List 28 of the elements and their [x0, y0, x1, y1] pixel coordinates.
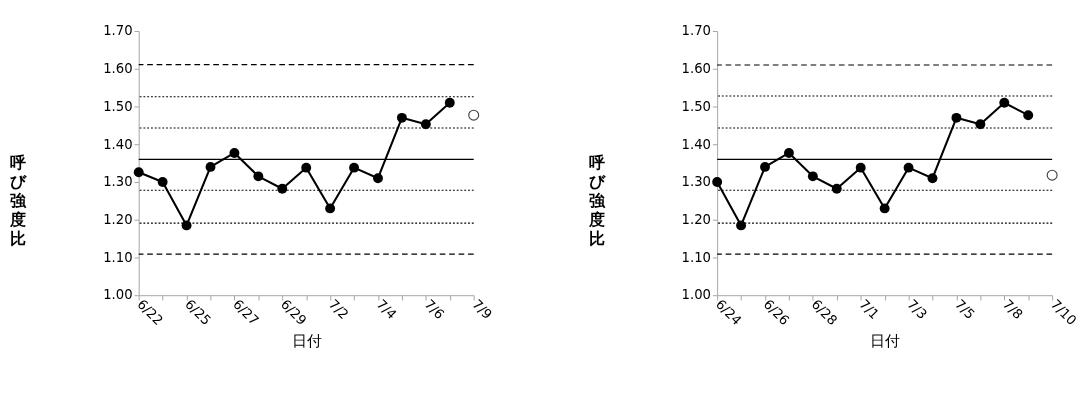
y-tick-label: 1.40 [681, 136, 712, 152]
x-tick-label: 7/1 [856, 296, 883, 323]
y-tick-label: 1.60 [103, 61, 133, 77]
y-tick-label: 1.20 [103, 211, 133, 227]
x-tick-label: 7/3 [904, 296, 930, 323]
x-tick-label: 7/4 [373, 296, 400, 323]
y-axis-title: 呼び強度比 [9, 153, 28, 248]
y-tick-label: 1.20 [681, 211, 712, 227]
x-tick-label: 7/2 [325, 296, 352, 323]
y-tick-label: 1.70 [103, 23, 133, 39]
y-tick-label: 1.60 [681, 61, 712, 77]
y-tick-label: 1.50 [681, 98, 712, 114]
y-tick-label: 1.50 [103, 98, 133, 114]
x-tick-label: 7/6 [421, 296, 448, 323]
y-tick-label: 1.30 [681, 174, 712, 190]
y-tick-label: 1.10 [681, 249, 712, 265]
x-axis-title: 日付 [870, 331, 901, 350]
x-tick-label: 7/8 [999, 296, 1026, 323]
y-tick-label: 1.00 [103, 287, 133, 303]
y-tick-label: 1.30 [103, 174, 133, 190]
x-tick-label: 7/9 [469, 296, 496, 323]
x-axis-title: 日付 [291, 331, 322, 350]
y-tick-label: 1.00 [681, 287, 712, 303]
y-axis-title: 呼び強度比 [587, 153, 606, 248]
y-tick-label: 1.10 [103, 249, 133, 265]
y-tick-label: 1.70 [681, 23, 712, 39]
x-tick-label: 7/5 [952, 296, 978, 323]
y-tick-label: 1.40 [103, 136, 133, 152]
